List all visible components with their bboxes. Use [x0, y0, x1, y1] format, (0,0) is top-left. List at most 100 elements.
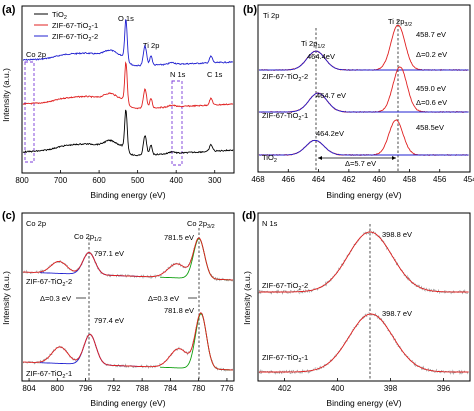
c-raw-zif1	[22, 310, 234, 372]
b-arrowhead-right	[392, 156, 396, 160]
xtick-label: 780	[192, 384, 206, 393]
c-delta-1: Δ=0.3 eV	[40, 294, 71, 303]
xtick-label: 800	[51, 384, 65, 393]
panel-c-ylabel: Intensity (a.u.)	[1, 271, 11, 325]
panel-a-label: (a)	[2, 4, 16, 16]
panel-c-title: Co 2p	[26, 219, 46, 228]
panel-a-ylabel: Intensity (a.u.)	[1, 68, 11, 122]
b-fit-tio2	[259, 139, 469, 156]
panel-d-n1s: (d) N 1s Intensity (a.u.) Binding energy…	[242, 210, 471, 408]
c-envelope-zif1	[22, 312, 234, 371]
xtick-label: 400	[331, 384, 345, 393]
xtick-label: 300	[208, 176, 222, 185]
panel-a-xticks: 800 700 600 500 400 300	[15, 170, 222, 185]
panel-c-frame	[21, 212, 235, 382]
xtick-label: 396	[437, 384, 451, 393]
xtick-label: 398	[384, 384, 398, 393]
xtick-label: 468	[251, 175, 265, 184]
xtick-label: 788	[135, 384, 149, 393]
d-value-1: 398.8 eV	[382, 230, 412, 239]
xtick-label: 464	[312, 175, 326, 184]
b-value-6: Δ=0.6 eV	[416, 98, 447, 107]
xtick-label: 700	[54, 176, 68, 185]
panel-d-xticks: 402 400 398 396	[278, 378, 451, 393]
b-value-8: 458.5eV	[416, 123, 444, 132]
panel-b-xlabel: Binding energy (eV)	[326, 190, 401, 200]
legend-zif2: ZIF-67-TiO2-2	[52, 32, 98, 43]
b-series-zif2: ZIF-67-TiO2-2	[262, 72, 308, 83]
xtick-label: 800	[15, 176, 29, 185]
xtick-label: 804	[22, 384, 36, 393]
xtick-label: 454	[463, 175, 474, 184]
peak-label-ti2p: Ti 2p	[143, 41, 159, 50]
c-series-zif1: ZIF-67-TiO2-1	[26, 369, 72, 380]
survey-curve-zif2	[23, 19, 234, 67]
b-value-5: 459.0 eV	[416, 84, 446, 93]
box-co2p	[24, 61, 35, 163]
panel-a-legend: TiO2 ZIF-67-TiO2-1 ZIF-67-TiO2-2	[34, 10, 98, 43]
panel-b-frame	[257, 4, 471, 173]
xtick-label: 776	[220, 384, 234, 393]
peak-label-co2p: Co 2p	[26, 50, 46, 59]
panel-c-co2p: (c) Co 2p Intensity (a.u.) Binding energ…	[1, 210, 235, 408]
panel-b-xticks: 468 466 464 462 460 458 456 454	[251, 169, 474, 184]
b-arrowhead-left	[318, 156, 322, 160]
b-value-1: 464.4eV	[307, 52, 335, 61]
xtick-label: 402	[278, 384, 292, 393]
b-fit-zif1	[259, 92, 469, 113]
panel-c-xticks: 804 800 796 792 788 784 780 776	[22, 378, 234, 393]
b-label-ti2p12: Ti 2p1/2	[301, 39, 325, 50]
legend-zif1: ZIF-67-TiO2-1	[52, 21, 98, 32]
d-series-zif2: ZIF-67-TiO2-2	[262, 281, 308, 292]
c-value-1: 797.1 eV	[94, 249, 124, 258]
b-series-zif1: ZIF-67-TiO2-1	[262, 111, 308, 122]
c-series-zif2: ZIF-67-TiO2-2	[26, 277, 72, 288]
b-value-4: 464.7 eV	[316, 91, 346, 100]
xtick-label: 456	[433, 175, 447, 184]
c-fit-green-zif1	[160, 313, 233, 371]
xtick-label: 796	[79, 384, 93, 393]
d-raw-zif2	[258, 230, 469, 295]
xtick-label: 458	[403, 175, 417, 184]
c-label-co2p12: Co 2p1/2	[74, 232, 102, 243]
panel-b-label: (b)	[243, 4, 257, 16]
b-value-3: Δ=0.2 eV	[416, 50, 447, 59]
survey-curve-tio2	[22, 109, 234, 157]
c-value-4: 781.8 eV	[164, 306, 194, 315]
b-value-2: 458.7 eV	[416, 30, 446, 39]
b-fit-zif2	[259, 50, 469, 71]
panel-b-ti2p: (b) Ti 2p Binding energy (eV) 468 466 464 4…	[243, 4, 474, 200]
xtick-label: 462	[342, 175, 356, 184]
panel-d-xlabel: Binding energy (eV)	[326, 398, 401, 408]
b-series-tio2: TiO2	[262, 153, 277, 164]
c-value-2: 781.5 eV	[164, 233, 194, 242]
panel-a-xlabel: Binding energy (eV)	[90, 190, 165, 200]
panel-d-frame	[257, 212, 471, 382]
c-fit-blue-zif2	[40, 252, 141, 277]
legend-tio2: TiO2	[52, 10, 67, 21]
d-fit-zif1	[259, 313, 469, 373]
b-label-ti2p32: Ti 2p3/2	[388, 17, 412, 28]
d-fit-zif2	[259, 231, 469, 293]
panel-b-title: Ti 2p	[263, 11, 279, 20]
c-delta-2: Δ=0.3 eV	[148, 294, 179, 303]
peak-label-n1s: N 1s	[170, 70, 186, 79]
panel-a-survey: (a) Intensity (a.u.) Binding energy (eV)…	[1, 4, 235, 200]
xtick-label: 460	[372, 175, 386, 184]
panel-d-title: N 1s	[262, 219, 278, 228]
panel-d-label: (d)	[242, 210, 256, 222]
panel-c-xlabel: Binding energy (eV)	[90, 398, 165, 408]
box-n1s	[171, 80, 183, 166]
d-series-zif1: ZIF-67-TiO2-1	[262, 353, 308, 364]
panel-a-frame	[21, 5, 235, 174]
xtick-label: 400	[170, 176, 184, 185]
peak-label-c1s: C 1s	[207, 70, 223, 79]
panel-d-ylabel: Intensity (a.u.)	[242, 271, 252, 325]
xtick-label: 466	[282, 175, 296, 184]
c-value-3: 797.4 eV	[94, 316, 124, 325]
c-fit-green-zif2	[160, 238, 233, 281]
survey-curve-zif1	[22, 61, 234, 110]
xtick-label: 600	[92, 176, 106, 185]
c-label-co2p32: Co 2p3/2	[187, 219, 215, 230]
